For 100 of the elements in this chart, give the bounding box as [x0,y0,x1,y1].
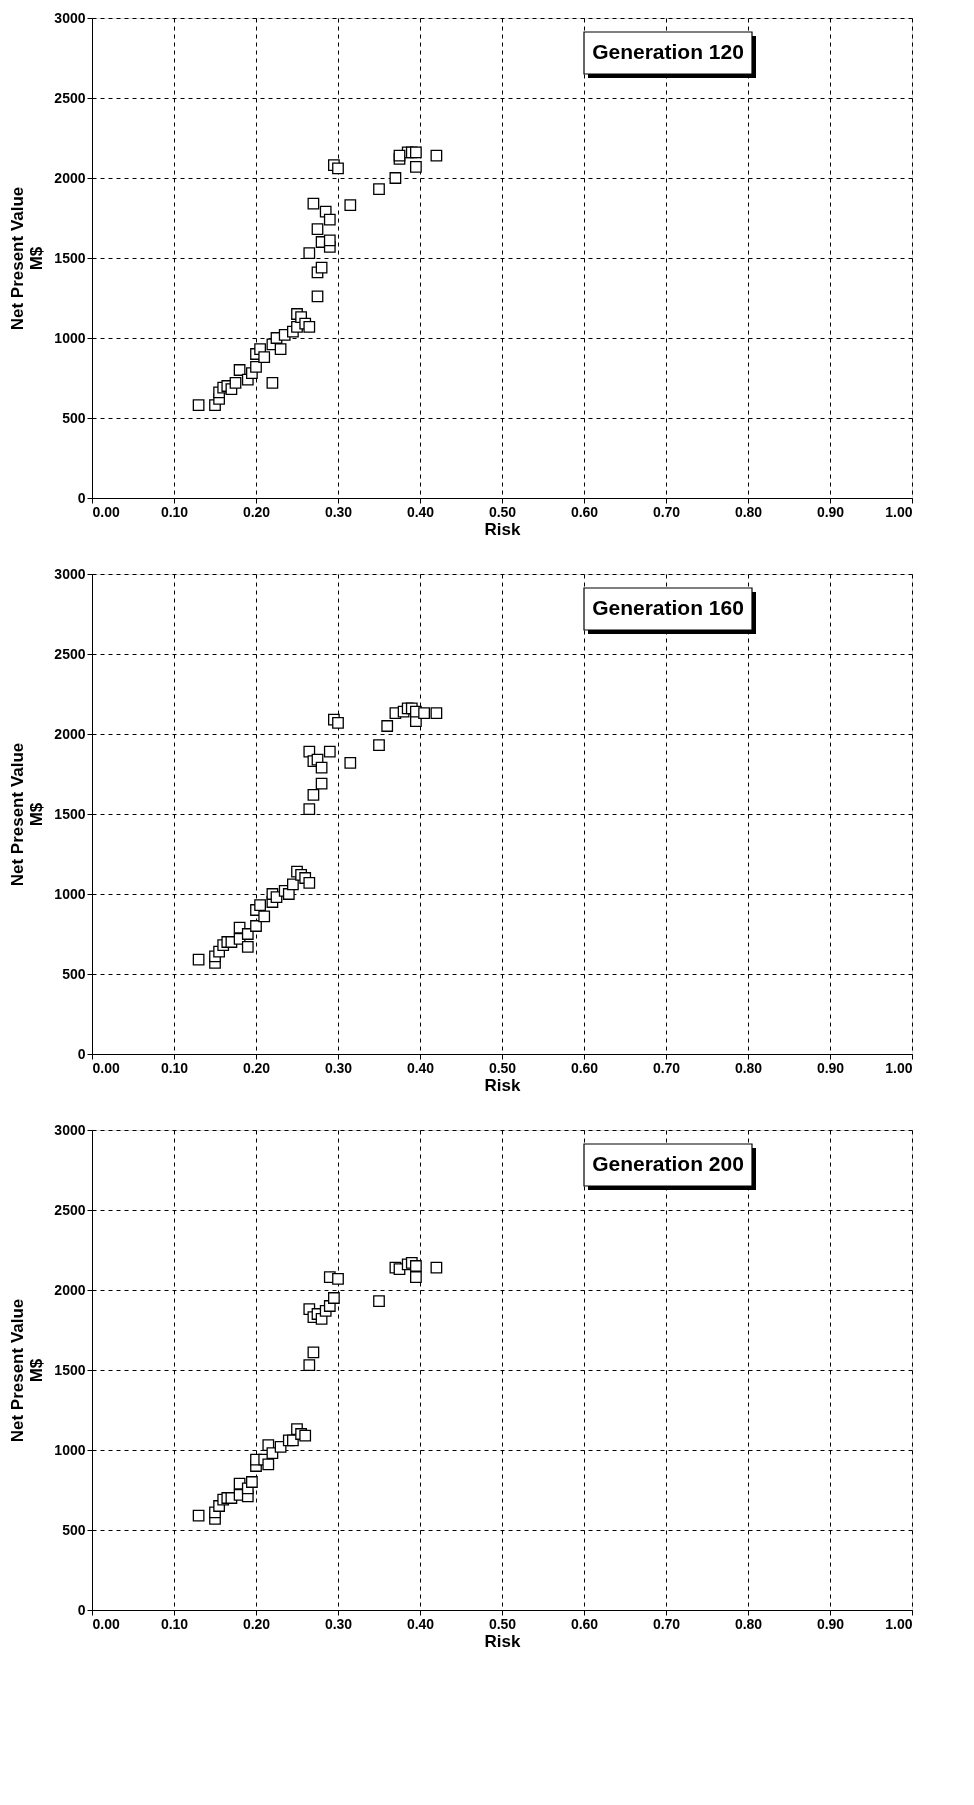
x-tick-label: 1.00 [885,1615,913,1632]
x-tick-label: 0.50 [488,1059,517,1076]
x-tick-label: 0.10 [160,1615,189,1632]
y-tick-label: 1000 [54,1441,86,1458]
y-axis-title: Net Present Value M$ [8,1298,47,1443]
x-tick-label: 1.00 [885,1059,913,1076]
x-tick-label: 0.20 [242,1615,271,1632]
x-axis-title: Risk [484,1075,521,1095]
point [328,1292,340,1304]
x-tick-label: 0.10 [160,503,189,520]
x-tick-label: 0.90 [816,503,845,520]
point [332,162,344,175]
x-tick-label: 0.70 [652,1059,681,1076]
point [274,343,287,356]
x-tick-label: 0.50 [488,1615,517,1632]
point [381,720,394,732]
x-tick-label: 0.60 [570,1615,599,1632]
y-tick-label: 1500 [54,1361,86,1378]
y-tick-label: 1500 [54,249,86,266]
x-tick-label: 0.10 [160,1059,189,1076]
x-tick-label: 1.00 [885,503,913,520]
x-tick-label: 0.70 [652,503,681,520]
point [303,1359,316,1372]
point [303,803,316,816]
x-tick-label: 0.40 [406,1615,435,1632]
y-tick-label: 0 [77,1601,86,1618]
x-tick-label: 0.30 [324,1615,353,1632]
y-tick-label: 0 [77,489,86,506]
point [258,351,271,364]
x-tick-label: 0.50 [488,503,517,520]
point [373,183,385,196]
y-axis-title: Net Present Value M$ [8,742,47,887]
y-tick-label: 2000 [54,725,86,742]
point [303,247,316,260]
text: Generation 160 [592,596,744,619]
y-tick-label: 1000 [54,885,86,902]
point [262,1458,275,1471]
point [241,928,254,940]
y-tick-label: 1500 [54,805,86,822]
x-tick-label: 0.90 [816,1059,845,1076]
y-tick-label: 500 [62,409,86,426]
text: Generation 120 [592,40,744,63]
point [287,878,299,891]
x-tick-label: 0.20 [242,1059,271,1076]
x-tick-label: 0.30 [324,503,353,520]
point [282,888,295,900]
y-axis-title: Net Present Value M$ [8,186,47,331]
point [241,940,254,953]
y-tick-label: 500 [62,965,86,982]
point [299,1429,312,1442]
point [192,399,205,412]
point [418,707,430,720]
y-tick-label: 3000 [54,1121,86,1138]
point [430,707,443,720]
point [373,1295,385,1308]
point [344,756,357,769]
point [332,1272,344,1285]
point [233,364,246,376]
x-tick-label: 0.90 [816,1615,845,1632]
point [246,1476,258,1488]
x-axis-title: Risk [484,519,521,539]
x-tick-label: 0.20 [242,503,271,520]
x-tick-label: 0.30 [324,1059,353,1076]
point [323,234,336,247]
x-tick-label: 0.40 [406,1059,435,1076]
x-tick-label: 0.40 [406,503,435,520]
x-tick-label: 0.00 [92,1615,120,1632]
point [250,360,262,373]
point [389,172,402,184]
y-tick-label: 500 [62,1521,86,1538]
point [410,1260,422,1272]
y-tick-label: 3000 [54,9,86,26]
point [266,376,279,389]
x-tick-label: 0.00 [92,503,120,520]
x-tick-label: 0.80 [734,1059,763,1076]
point [254,899,266,912]
point [323,213,336,226]
y-tick-label: 2500 [54,1201,86,1218]
y-tick-label: 2500 [54,645,86,662]
y-tick-label: 1000 [54,329,86,346]
x-tick-label: 0.70 [652,1615,681,1632]
text: Generation 200 [592,1152,744,1175]
point [410,160,422,173]
x-tick-label: 0.00 [92,1059,120,1076]
point [229,376,242,389]
point [373,739,385,752]
y-tick-label: 2000 [54,169,86,186]
point [303,876,316,889]
y-tick-label: 3000 [54,565,86,582]
point [303,320,316,333]
point [344,199,357,212]
y-tick-label: 0 [77,1045,86,1062]
point [311,223,324,236]
x-axis-title: Risk [484,1631,521,1651]
point [332,716,344,729]
x-tick-label: 0.80 [734,1615,763,1632]
point [410,1271,422,1284]
point [323,745,336,758]
y-tick-label: 2500 [54,89,86,106]
point [307,788,320,801]
